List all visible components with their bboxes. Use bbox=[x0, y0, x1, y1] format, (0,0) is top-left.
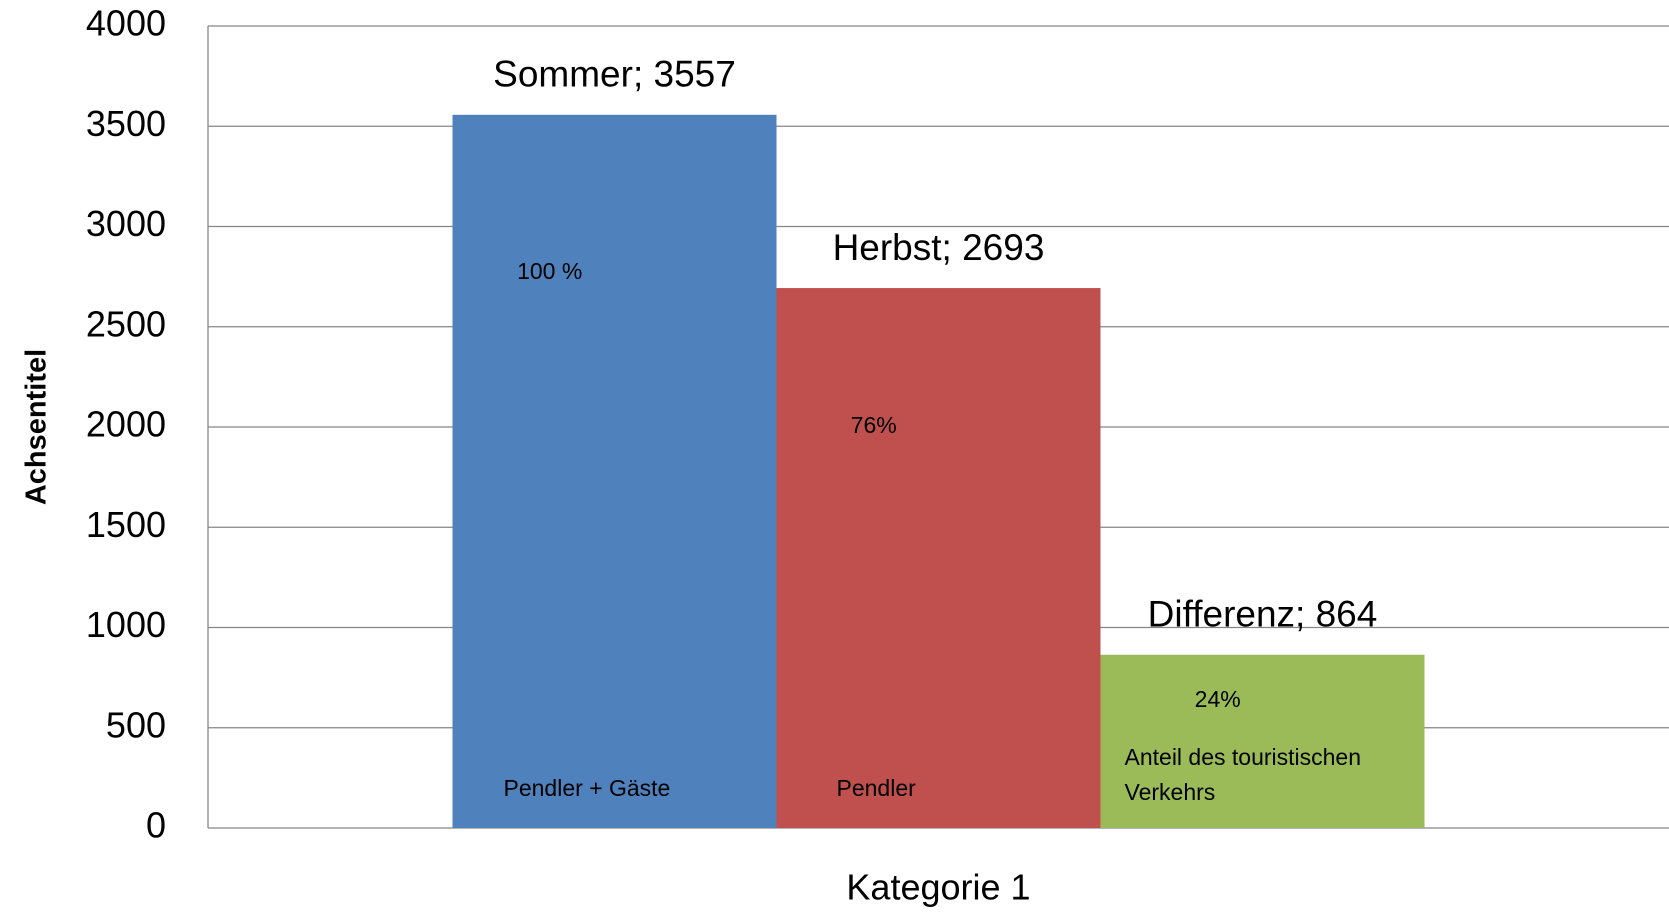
y-tick-label: 3000 bbox=[86, 203, 166, 244]
y-tick-label: 3500 bbox=[86, 103, 166, 144]
y-axis-title: Achsentitel bbox=[21, 349, 53, 505]
y-tick-label: 2500 bbox=[86, 303, 166, 344]
y-tick-label: 4000 bbox=[86, 3, 166, 44]
value-label: Sommer; 3557 bbox=[493, 54, 736, 95]
bar bbox=[452, 114, 777, 828]
x-tick-label: Kategorie 1 bbox=[846, 867, 1030, 908]
y-tick-label: 0 bbox=[146, 805, 166, 846]
bar-annotation: 76% bbox=[851, 412, 897, 438]
bar bbox=[776, 288, 1101, 829]
bar-annotation: Pendler + Gäste bbox=[504, 775, 671, 801]
y-tick-label: 1000 bbox=[86, 604, 166, 645]
bar-annotation: Verkehrs bbox=[1125, 779, 1216, 805]
value-label: Differenz; 864 bbox=[1148, 594, 1378, 635]
y-tick-label: 2000 bbox=[86, 404, 166, 445]
bar-annotation: 24% bbox=[1195, 686, 1241, 712]
y-tick-label: 500 bbox=[106, 704, 166, 745]
bar bbox=[1100, 654, 1425, 828]
bar-annotation: Anteil des touristischen bbox=[1125, 744, 1362, 770]
y-tick-label: 1500 bbox=[86, 504, 166, 545]
value-label: Herbst; 2693 bbox=[833, 227, 1045, 268]
bar-annotation: Pendler bbox=[837, 775, 917, 801]
bar-annotation: 100 % bbox=[517, 258, 582, 284]
